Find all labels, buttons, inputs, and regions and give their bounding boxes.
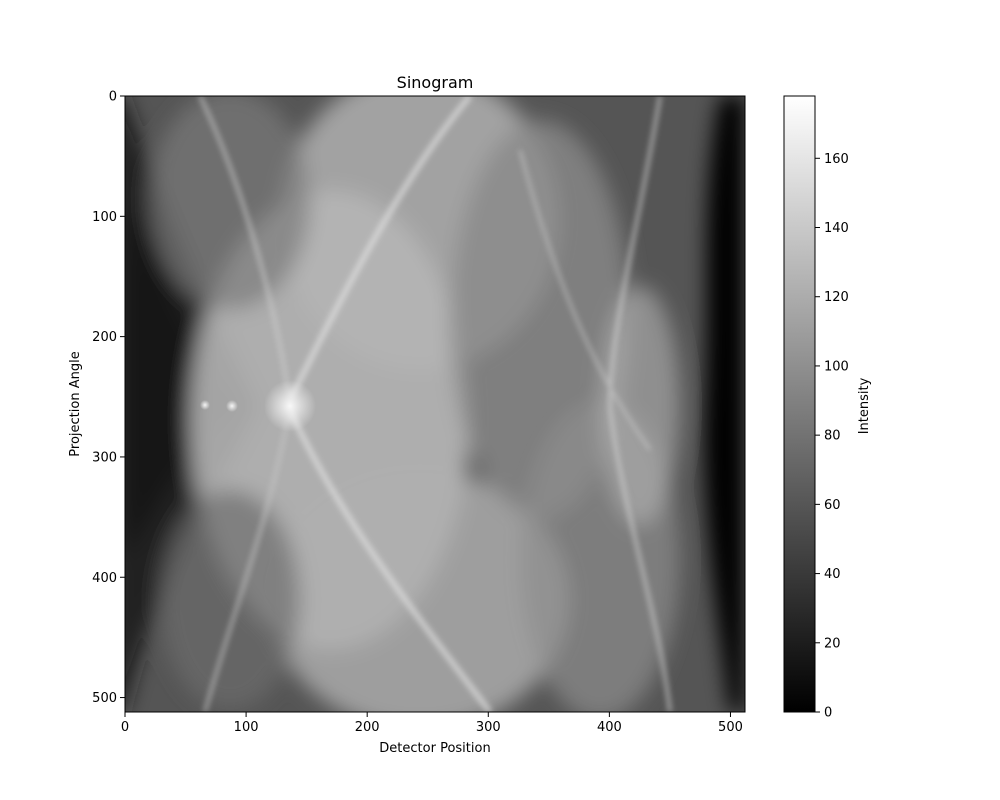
- colorbar-tick-label: 160: [824, 152, 849, 167]
- colorbar-ticks: 0 20 40 60 80 100 120 140 160: [815, 152, 849, 721]
- x-tick-label: 400: [597, 720, 622, 735]
- colorbar-tick-label: 120: [824, 290, 849, 305]
- colorbar-tick-label: 40: [824, 567, 841, 582]
- plot-frame: [124, 95, 746, 713]
- colorbar-tick-label: 100: [824, 359, 849, 374]
- y-tick-label: 200: [92, 330, 117, 345]
- colorbar-label: Intensity: [857, 377, 872, 434]
- heatmap-image: [125, 96, 745, 712]
- colorbar-tick-label: 20: [824, 636, 841, 651]
- y-axis-label: Projection Angle: [68, 351, 83, 456]
- y-tick-label: 0: [109, 90, 117, 105]
- colorbar-tick-label: 0: [824, 706, 832, 721]
- y-axis-ticks: 0 100 200 300 400 500: [92, 90, 125, 706]
- colorbar: [783, 95, 816, 713]
- y-tick-label: 300: [92, 450, 117, 465]
- colorbar-tick-label: 80: [824, 429, 841, 444]
- colorbar-tick-label: 140: [824, 221, 849, 236]
- x-tick-label: 300: [476, 720, 501, 735]
- x-tick-label: 100: [234, 720, 259, 735]
- x-axis-label: Detector Position: [379, 741, 490, 756]
- colorbar-tick-label: 60: [824, 498, 841, 513]
- x-tick-label: 200: [355, 720, 380, 735]
- x-tick-label: 0: [121, 720, 129, 735]
- y-tick-label: 100: [92, 210, 117, 225]
- y-tick-label: 500: [92, 691, 117, 706]
- x-axis-ticks: 0 100 200 300 400 500: [121, 712, 743, 735]
- x-tick-label: 500: [718, 720, 743, 735]
- chart-title: Sinogram: [397, 73, 474, 92]
- y-tick-label: 400: [92, 571, 117, 586]
